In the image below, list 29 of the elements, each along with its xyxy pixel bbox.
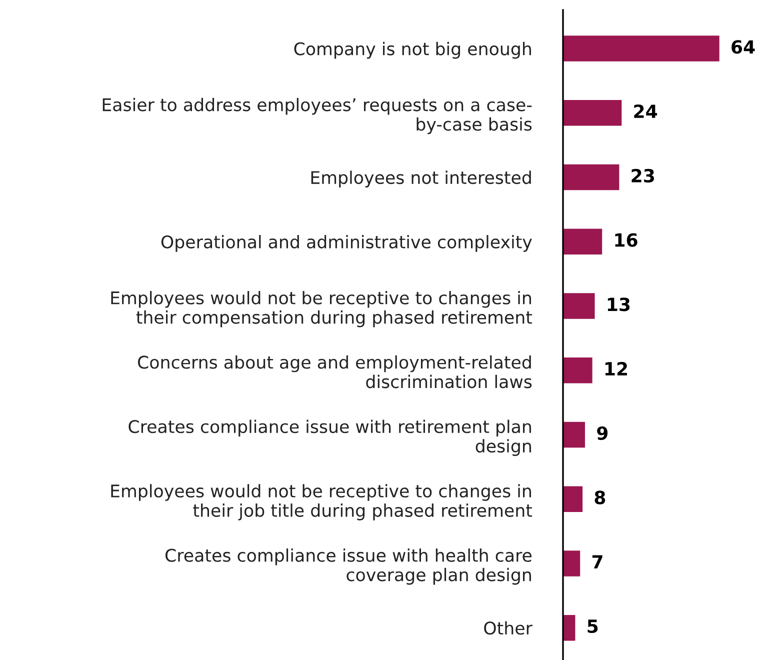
data-label: 8 [594,490,606,504]
y-tick-label: Creates compliance issue with health care coverage plan design [165,548,532,585]
data-label: 13 [608,298,630,312]
bar [563,164,620,190]
y-tick-label: Concerns about age and employment-related discrimination laws [138,355,532,388]
data-label: 23 [632,168,654,182]
y-tick-label: Easier to address employees’ requests on a case- by-case basis [102,98,532,134]
bar [563,550,580,576]
data-label: 24 [634,104,658,118]
data-label: 64 [732,40,755,54]
data-label: 16 [615,233,638,247]
y-tick-label: Employees not interested [311,170,531,188]
bar [563,357,592,384]
y-tick-label: Other [484,621,532,635]
bar [563,293,595,319]
bar [563,36,720,62]
bar [563,100,622,126]
bar [563,422,585,448]
bar [563,486,583,512]
data-label: 9 [597,426,608,440]
y-tick-label: Employees would not be receptive to changes in their compensation during phased retirement [111,290,532,328]
data-label: 7 [592,555,602,568]
data-label: 12 [605,362,627,376]
data-label: 5 [588,620,598,634]
y-tick-label: Creates compliance issue with retirement plan design [128,420,531,456]
y-tick-label: Operational and administrative complexity [161,235,532,252]
y-tick-label: Company is not big enough [294,42,531,59]
y-tick-label: Employees would not be receptive to changes in their job title during phased retirement [111,484,532,520]
bar [563,228,602,254]
